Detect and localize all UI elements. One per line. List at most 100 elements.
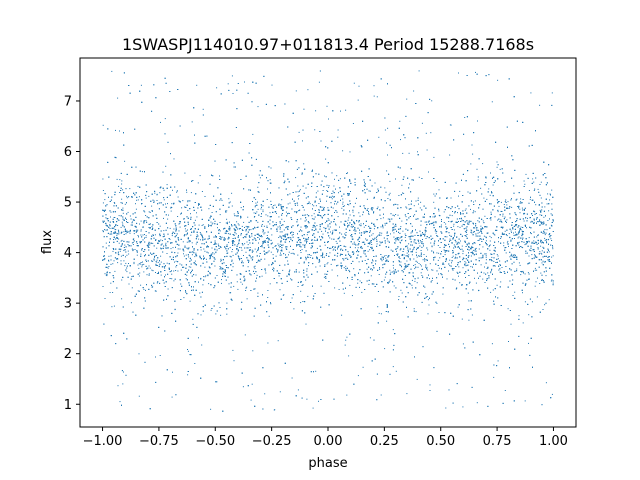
scatter-point [324, 222, 326, 224]
scatter-point [200, 277, 202, 279]
scatter-point [121, 244, 123, 246]
scatter-point [471, 230, 473, 232]
scatter-point [281, 208, 283, 210]
scatter-point [545, 275, 547, 277]
scatter-point [547, 220, 549, 221]
scatter-point [154, 234, 156, 236]
scatter-point [331, 238, 333, 240]
scatter-point [216, 87, 218, 89]
scatter-point [276, 212, 277, 214]
scatter-point [105, 217, 107, 219]
scatter-point [550, 224, 552, 226]
scatter-point [386, 232, 388, 234]
scatter-point [530, 92, 532, 94]
scatter-point [513, 234, 515, 236]
scatter-point [291, 234, 293, 236]
scatter-point [248, 235, 250, 237]
scatter-point [199, 175, 201, 177]
scatter-point [149, 227, 151, 229]
scatter-point [454, 212, 456, 214]
scatter-point [394, 203, 396, 205]
scatter-point [353, 82, 355, 84]
scatter-point [518, 244, 520, 246]
scatter-point [119, 250, 121, 252]
scatter-point [246, 241, 248, 243]
scatter-point [432, 269, 434, 271]
scatter-point [219, 266, 221, 267]
scatter-point [371, 244, 373, 245]
scatter-point [291, 227, 293, 228]
scatter-point [370, 275, 372, 277]
scatter-point [212, 222, 214, 224]
scatter-point [132, 249, 134, 251]
scatter-point [498, 269, 500, 271]
scatter-point [111, 306, 113, 308]
scatter-point [482, 163, 484, 165]
scatter-point [131, 221, 133, 223]
scatter-point [211, 223, 213, 225]
scatter-point [135, 203, 136, 205]
scatter-point [137, 185, 139, 187]
scatter-point [520, 229, 522, 231]
scatter-point [334, 287, 336, 289]
scatter-point [539, 104, 541, 106]
scatter-point [415, 242, 417, 244]
scatter-point [404, 268, 406, 270]
scatter-point [229, 221, 230, 223]
scatter-point [138, 263, 140, 265]
scatter-point [496, 254, 498, 256]
scatter-point [550, 213, 552, 215]
scatter-point [387, 198, 389, 199]
scatter-point [165, 203, 166, 205]
scatter-point [534, 285, 536, 287]
scatter-point [490, 271, 492, 273]
scatter-point [251, 383, 253, 385]
scatter-point [433, 252, 435, 254]
scatter-point [435, 232, 437, 234]
scatter-point [299, 239, 300, 240]
scatter-point [232, 254, 234, 256]
scatter-point [224, 247, 226, 248]
scatter-point [497, 219, 499, 221]
scatter-point [339, 226, 340, 228]
scatter-point [524, 244, 526, 246]
scatter-point [533, 190, 535, 191]
scatter-point [170, 248, 172, 250]
scatter-point [341, 207, 343, 209]
scatter-point [484, 215, 486, 217]
scatter-point [408, 254, 410, 256]
scatter-point [301, 173, 303, 175]
scatter-point [228, 227, 230, 229]
scatter-point [267, 215, 269, 217]
scatter-point [322, 206, 324, 208]
scatter-point [415, 311, 417, 313]
scatter-point [398, 195, 400, 196]
scatter-point [143, 263, 145, 265]
scatter-point [401, 239, 403, 241]
scatter-point [413, 205, 415, 207]
scatter-point [219, 230, 221, 232]
scatter-point [166, 262, 168, 264]
scatter-point [508, 233, 510, 235]
scatter-point [203, 243, 205, 244]
scatter-point [518, 262, 520, 264]
scatter-point [393, 267, 394, 269]
scatter-point [420, 224, 422, 226]
scatter-point [344, 257, 346, 259]
scatter-point [261, 246, 263, 248]
scatter-point [346, 394, 348, 396]
scatter-point [279, 227, 281, 228]
scatter-point [113, 202, 115, 203]
scatter-point [281, 237, 283, 239]
scatter-point [467, 191, 469, 193]
scatter-point [254, 248, 256, 250]
scatter-point [443, 249, 445, 251]
scatter-point [438, 252, 440, 254]
scatter-point [344, 344, 346, 346]
scatter-point [551, 393, 553, 395]
scatter-point [364, 207, 366, 209]
scatter-point [327, 218, 329, 220]
scatter-point [424, 258, 426, 260]
scatter-point [264, 240, 266, 242]
scatter-point [529, 198, 531, 200]
